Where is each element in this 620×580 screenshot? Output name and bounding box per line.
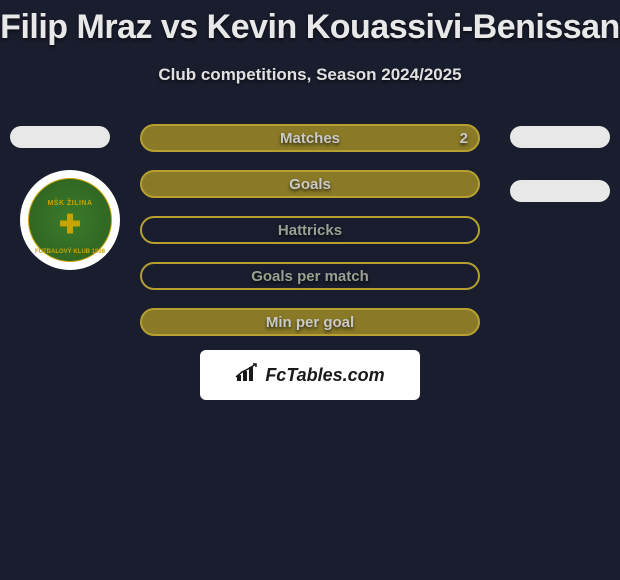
badge-curve-text: FUTBALOVÝ KLUB 1908 <box>35 249 105 255</box>
stat-row-min-per-goal: Min per goal <box>140 308 480 336</box>
stat-label: Hattricks <box>278 222 342 239</box>
page-title: Filip Mraz vs Kevin Kouassivi-Benissan <box>0 0 620 47</box>
club-badge-inner: MŠK ŽILINA ✚ FUTBALOVÝ KLUB 1908 <box>28 178 112 262</box>
stat-row-goals-per-match: Goals per match <box>140 262 480 290</box>
stat-row-hattricks: Hattricks <box>140 216 480 244</box>
stat-label: Goals <box>289 176 331 193</box>
bar-chart-icon <box>235 363 259 388</box>
subtitle: Club competitions, Season 2024/2025 <box>0 65 620 85</box>
badge-cross-icon: ✚ <box>59 209 81 240</box>
stat-row-goals: Goals <box>140 170 480 198</box>
right-flank-2 <box>510 180 610 202</box>
stat-label: Goals per match <box>251 268 369 285</box>
stat-label: Matches <box>280 130 340 147</box>
stat-label: Min per goal <box>266 314 354 331</box>
stat-row-matches: Matches 2 <box>140 124 480 152</box>
stat-bars: Matches 2 Goals Hattricks Goals per matc… <box>140 124 480 354</box>
fctables-logo: FcTables.com <box>200 350 420 400</box>
left-flank-1 <box>10 126 110 148</box>
badge-top-text: MŠK ŽILINA <box>47 200 92 207</box>
stat-value-right: 2 <box>460 130 468 147</box>
club-badge: MŠK ŽILINA ✚ FUTBALOVÝ KLUB 1908 <box>20 170 120 270</box>
logo-text: FcTables.com <box>265 365 384 386</box>
right-flank-1 <box>510 126 610 148</box>
